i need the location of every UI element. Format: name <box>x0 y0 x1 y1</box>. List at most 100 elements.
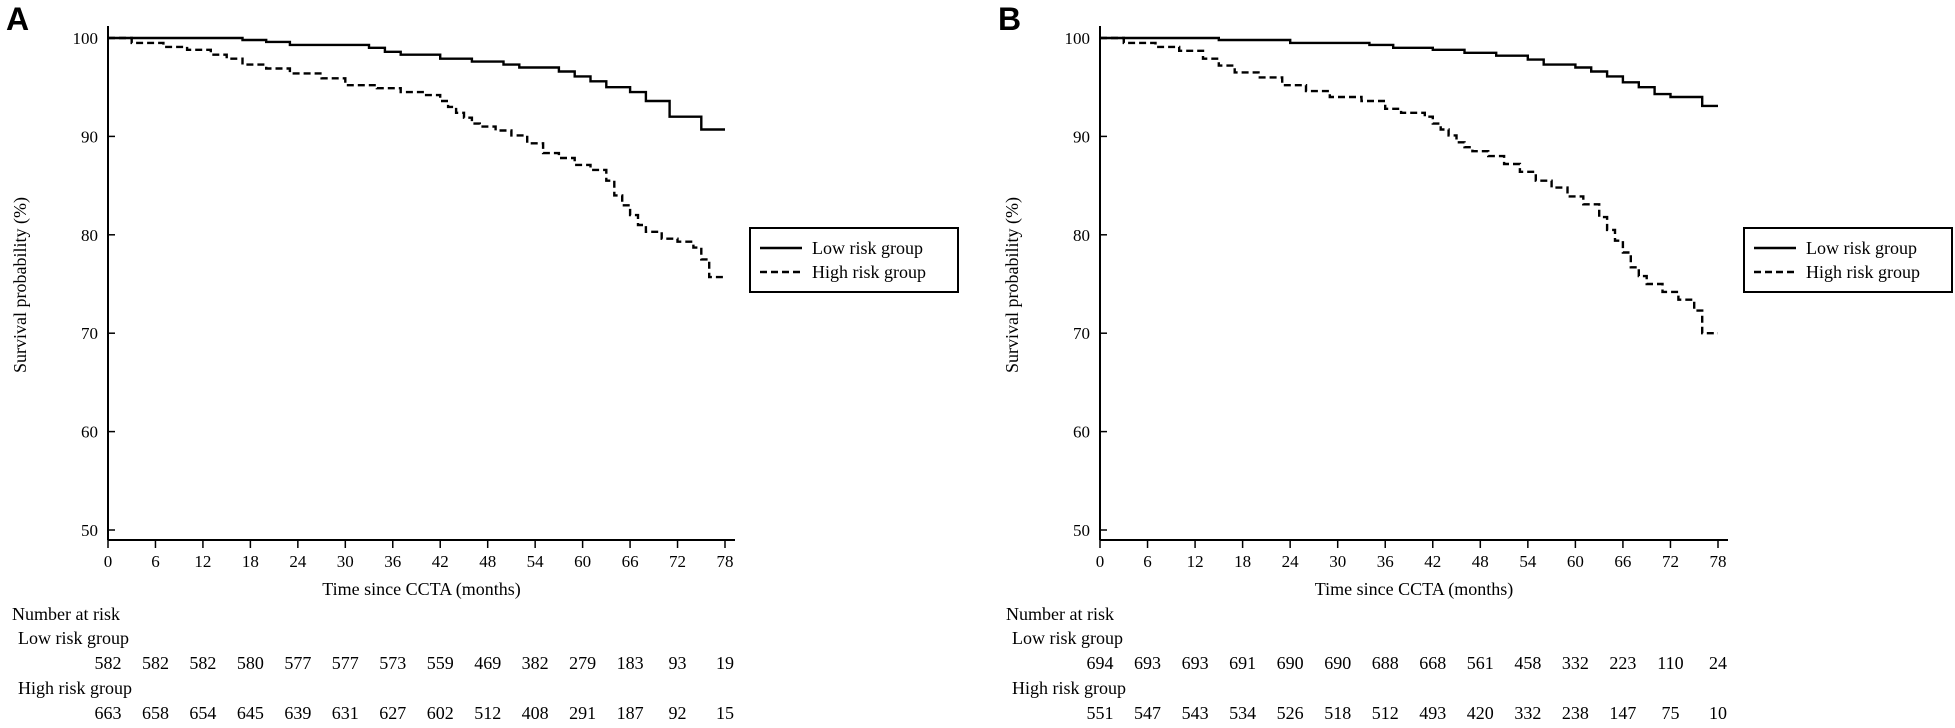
risk-count: 559 <box>427 653 454 673</box>
x-tick-label: 78 <box>1710 552 1727 571</box>
risk-count: 93 <box>669 653 687 673</box>
risk-count: 518 <box>1324 703 1351 723</box>
panel-a: A 50 60 70 80 90 100 0 6 12 18 24 30 36 42 48 54 60 66 72 78… <box>6 1 959 723</box>
legend-entry: High risk group <box>812 262 926 282</box>
risk-count: 639 <box>284 703 311 723</box>
legend-box <box>749 227 959 293</box>
y-tick-label: 90 <box>1073 127 1090 146</box>
risk-count: 458 <box>1514 653 1541 673</box>
risk-count: 668 <box>1419 653 1446 673</box>
risk-count: 332 <box>1562 653 1589 673</box>
risk-count: 694 <box>1087 653 1114 673</box>
risk-count: 19 <box>716 653 734 673</box>
legend-entry: Low risk group <box>812 238 923 258</box>
risk-count: 658 <box>142 703 169 723</box>
risk-count: 493 <box>1419 703 1446 723</box>
risk-count: 573 <box>379 653 406 673</box>
risk-row-label: Low risk group <box>1012 628 1123 648</box>
risk-count: 543 <box>1182 703 1209 723</box>
x-tick-label: 0 <box>104 552 113 571</box>
x-tick-label: 72 <box>669 552 686 571</box>
risk-count: 420 <box>1467 703 1494 723</box>
series-line-high-risk <box>1100 36 1718 335</box>
risk-count: 602 <box>427 703 454 723</box>
risk-table-title: Number at risk <box>12 604 120 624</box>
risk-count: 534 <box>1229 703 1256 723</box>
x-tick-label: 72 <box>1662 552 1679 571</box>
series-line-low-risk <box>1100 36 1718 108</box>
x-tick-label: 78 <box>717 552 734 571</box>
x-tick-label: 48 <box>1472 552 1489 571</box>
risk-count: 469 <box>474 653 501 673</box>
y-axis-title: Survival probability (%) <box>1002 197 1023 373</box>
x-tick-label: 54 <box>527 552 545 571</box>
risk-count: 526 <box>1277 703 1304 723</box>
risk-count: 238 <box>1562 703 1589 723</box>
risk-count: 627 <box>379 703 406 723</box>
risk-count: 10 <box>1709 703 1727 723</box>
x-tick-label: 60 <box>574 552 591 571</box>
risk-count: 75 <box>1661 703 1679 723</box>
risk-count: 688 <box>1372 653 1399 673</box>
x-axis-title: Time since CCTA (months) <box>1315 579 1513 600</box>
x-tick-label: 42 <box>432 552 449 571</box>
x-tick-label: 66 <box>1614 552 1631 571</box>
risk-count: 147 <box>1609 703 1636 723</box>
series-line-high-risk <box>108 36 725 279</box>
risk-count: 654 <box>189 703 216 723</box>
x-tick-label: 42 <box>1424 552 1441 571</box>
risk-count: 663 <box>95 703 122 723</box>
y-tick-label: 70 <box>81 324 98 343</box>
risk-count: 512 <box>474 703 501 723</box>
y-tick-label: 50 <box>81 521 98 540</box>
x-tick-label: 18 <box>242 552 259 571</box>
risk-count: 551 <box>1087 703 1114 723</box>
panel-b: B 50 60 70 80 90 100 0 6 12 18 24 30 36 42 48 54 60 66 72 78… <box>998 1 1953 723</box>
risk-count: 92 <box>669 703 687 723</box>
risk-count: 631 <box>332 703 359 723</box>
x-tick-label: 48 <box>479 552 496 571</box>
panel-letter: B <box>998 1 1021 37</box>
y-axis-title: Survival probability (%) <box>10 197 31 373</box>
risk-count: 187 <box>617 703 644 723</box>
x-tick-label: 36 <box>384 552 401 571</box>
y-tick-label: 100 <box>1065 29 1091 48</box>
legend-box <box>1743 227 1953 293</box>
risk-count: 291 <box>569 703 596 723</box>
series-line-low-risk <box>108 36 725 131</box>
risk-count: 690 <box>1277 653 1304 673</box>
risk-count: 15 <box>716 703 734 723</box>
legend-entry: High risk group <box>1806 262 1920 282</box>
legend-entry: Low risk group <box>1806 238 1917 258</box>
risk-table-title: Number at risk <box>1006 604 1114 624</box>
x-tick-label: 60 <box>1567 552 1584 571</box>
y-tick-label: 60 <box>1073 423 1090 442</box>
risk-count: 408 <box>522 703 549 723</box>
y-tick-label: 80 <box>81 226 98 245</box>
risk-count: 690 <box>1324 653 1351 673</box>
risk-count: 582 <box>95 653 122 673</box>
x-tick-label: 12 <box>1187 552 1204 571</box>
risk-count: 577 <box>284 653 311 673</box>
x-tick-label: 18 <box>1234 552 1251 571</box>
risk-row-label: High risk group <box>18 678 132 698</box>
risk-count: 24 <box>1709 653 1727 673</box>
risk-count: 693 <box>1134 653 1161 673</box>
risk-count: 691 <box>1229 653 1256 673</box>
risk-count: 512 <box>1372 703 1399 723</box>
x-tick-label: 30 <box>337 552 354 571</box>
x-tick-label: 24 <box>289 552 307 571</box>
x-axis-title: Time since CCTA (months) <box>322 579 520 600</box>
x-tick-label: 6 <box>151 552 160 571</box>
y-tick-label: 90 <box>81 127 98 146</box>
y-tick-label: 50 <box>1073 521 1090 540</box>
risk-count: 183 <box>617 653 644 673</box>
risk-count: 332 <box>1514 703 1541 723</box>
risk-count: 110 <box>1657 653 1683 673</box>
y-tick-label: 80 <box>1073 226 1090 245</box>
x-tick-label: 30 <box>1329 552 1346 571</box>
risk-count: 580 <box>237 653 264 673</box>
risk-count: 279 <box>569 653 596 673</box>
y-tick-label: 70 <box>1073 324 1090 343</box>
risk-count: 223 <box>1609 653 1636 673</box>
